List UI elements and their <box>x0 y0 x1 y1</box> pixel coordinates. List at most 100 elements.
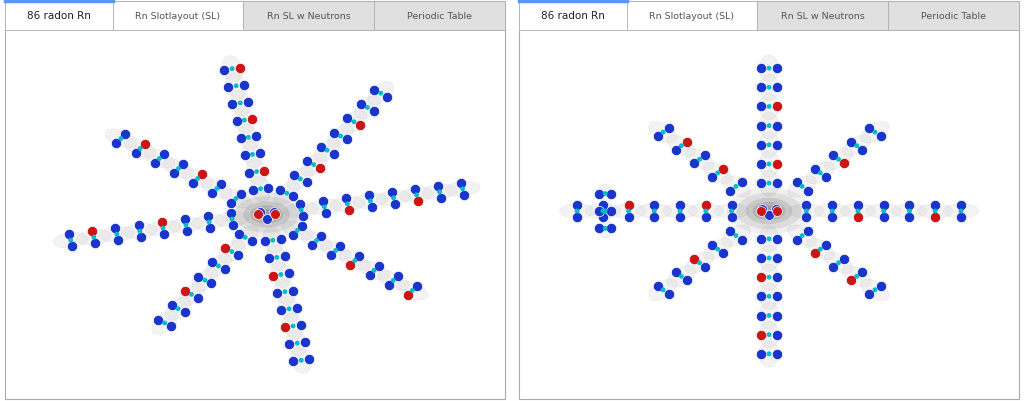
Point <box>339 137 355 143</box>
Ellipse shape <box>152 312 177 334</box>
Point <box>753 161 769 168</box>
Point <box>761 104 777 110</box>
Point <box>646 214 663 221</box>
Point <box>849 143 865 150</box>
Ellipse shape <box>244 202 290 228</box>
Point <box>289 305 305 311</box>
Ellipse shape <box>559 204 595 219</box>
Ellipse shape <box>843 136 871 157</box>
Point <box>761 213 777 219</box>
Point <box>876 203 892 209</box>
Ellipse shape <box>760 206 778 217</box>
Point <box>286 358 302 365</box>
Ellipse shape <box>215 212 250 227</box>
Point <box>163 323 179 330</box>
Point <box>753 294 769 300</box>
Point <box>646 208 663 215</box>
Point <box>569 214 586 221</box>
Point <box>281 306 297 312</box>
Point <box>224 216 241 223</box>
Point <box>722 188 738 194</box>
Ellipse shape <box>759 265 779 290</box>
Ellipse shape <box>328 125 353 148</box>
Point <box>237 153 253 159</box>
Point <box>621 208 637 215</box>
Point <box>927 214 943 221</box>
Point <box>245 187 261 194</box>
Point <box>197 277 213 284</box>
Ellipse shape <box>143 150 175 169</box>
Point <box>710 246 726 253</box>
Point <box>836 161 852 167</box>
Ellipse shape <box>193 269 218 292</box>
Point <box>278 324 294 330</box>
Ellipse shape <box>243 142 262 168</box>
Point <box>836 256 852 262</box>
Ellipse shape <box>206 255 231 277</box>
Point <box>769 180 785 187</box>
Point <box>843 139 859 146</box>
Ellipse shape <box>169 218 204 233</box>
Point <box>312 144 329 151</box>
Point <box>152 156 168 162</box>
Point <box>800 229 816 235</box>
Point <box>292 201 308 208</box>
Ellipse shape <box>753 203 785 221</box>
Ellipse shape <box>445 182 480 197</box>
Point <box>431 189 447 196</box>
Point <box>231 65 248 72</box>
Point <box>317 210 334 217</box>
Point <box>256 168 272 174</box>
Point <box>276 253 293 260</box>
Point <box>807 166 823 172</box>
Ellipse shape <box>341 111 367 134</box>
Text: 86 radon Rn: 86 radon Rn <box>541 12 605 21</box>
Point <box>850 203 866 209</box>
Point <box>794 184 810 190</box>
Point <box>952 214 969 221</box>
Point <box>362 198 379 205</box>
Ellipse shape <box>787 225 816 247</box>
Point <box>272 236 289 243</box>
Point <box>241 135 257 141</box>
Point <box>364 204 380 211</box>
Ellipse shape <box>145 221 180 236</box>
Point <box>299 158 315 165</box>
Ellipse shape <box>759 322 779 348</box>
Ellipse shape <box>598 202 612 221</box>
Ellipse shape <box>736 193 802 230</box>
Point <box>150 316 166 323</box>
Point <box>655 287 672 293</box>
Point <box>241 170 257 176</box>
Point <box>672 203 688 209</box>
Ellipse shape <box>824 253 853 273</box>
Ellipse shape <box>358 261 389 280</box>
Ellipse shape <box>637 204 672 219</box>
Point <box>952 203 969 209</box>
Ellipse shape <box>703 163 732 184</box>
Point <box>595 208 611 215</box>
Point <box>190 274 207 280</box>
Point <box>328 247 344 254</box>
Ellipse shape <box>649 279 677 301</box>
Point <box>788 180 805 186</box>
Ellipse shape <box>182 170 213 188</box>
Ellipse shape <box>288 168 313 191</box>
Ellipse shape <box>714 204 750 219</box>
Ellipse shape <box>598 184 612 204</box>
Ellipse shape <box>759 226 779 252</box>
Point <box>62 237 79 244</box>
Ellipse shape <box>722 176 751 197</box>
Point <box>850 214 866 221</box>
Point <box>230 231 247 237</box>
Point <box>385 277 401 284</box>
Point <box>156 231 172 237</box>
Point <box>927 203 943 209</box>
Point <box>281 271 297 277</box>
Ellipse shape <box>866 204 901 219</box>
Ellipse shape <box>257 210 276 220</box>
Point <box>179 228 196 235</box>
Point <box>294 223 310 229</box>
Point <box>728 184 744 190</box>
Point <box>170 166 186 172</box>
